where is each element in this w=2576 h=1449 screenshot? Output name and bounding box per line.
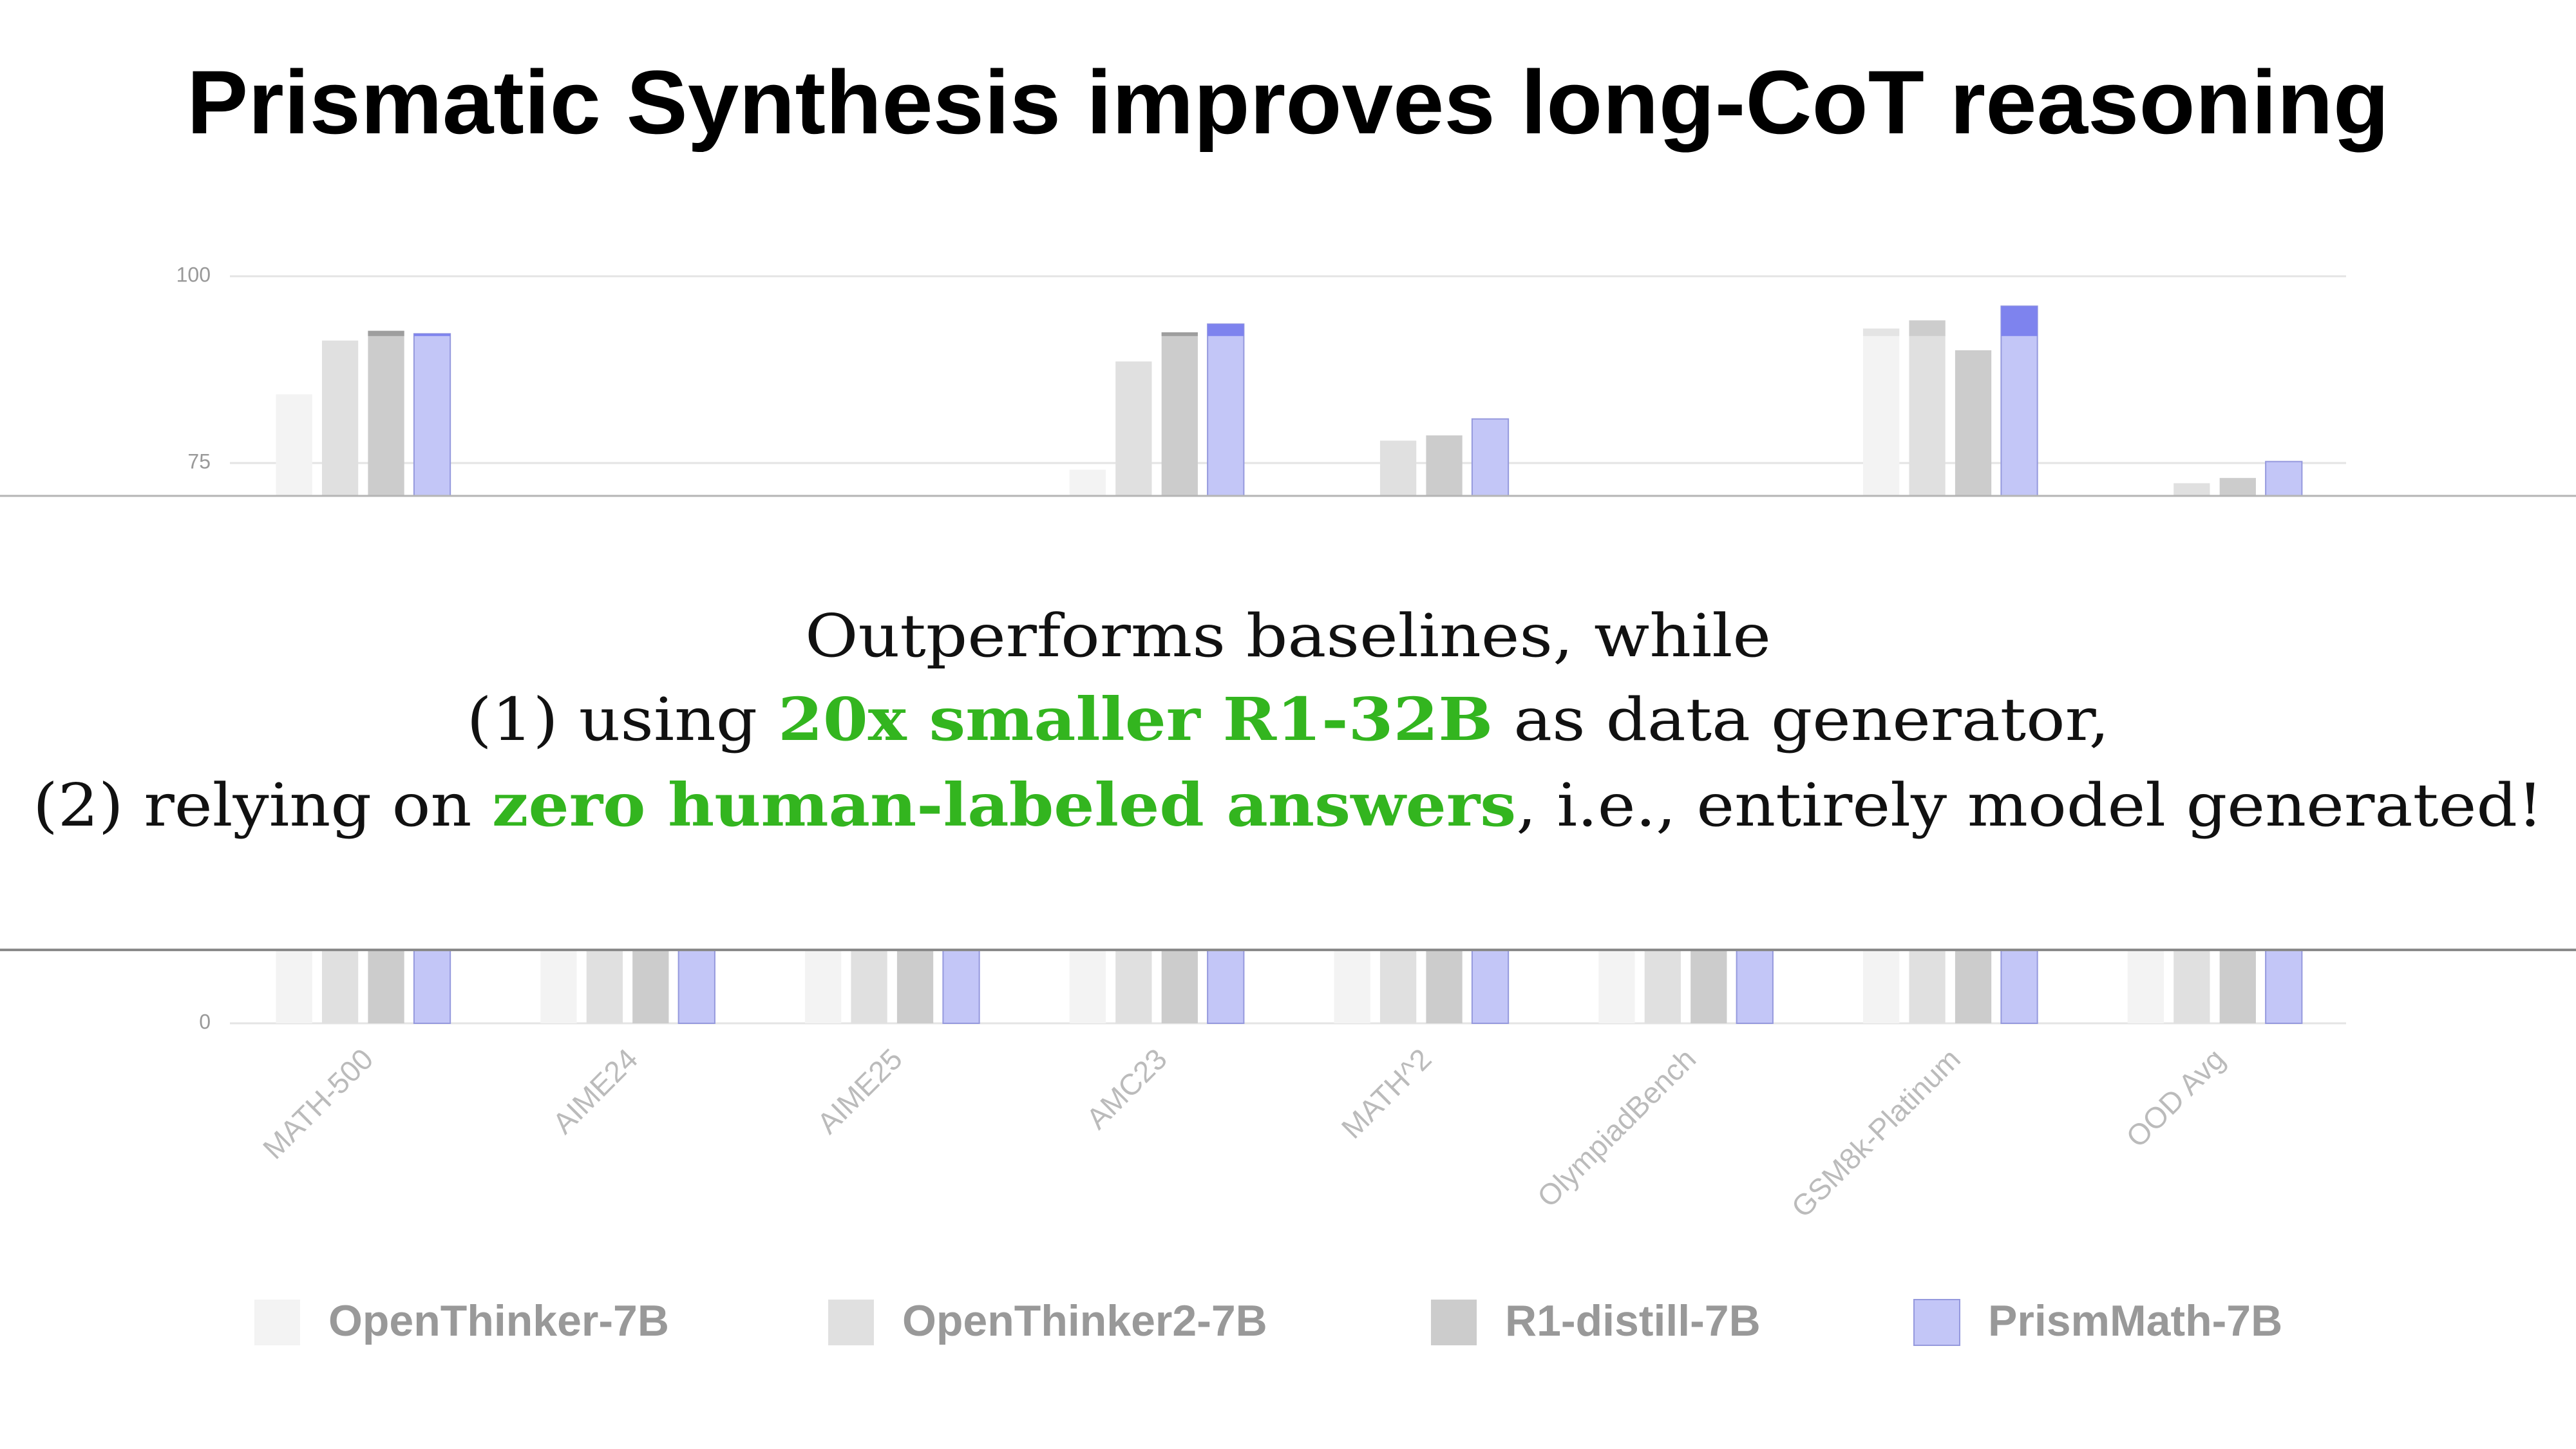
- overlay-text: Outperforms baselines, while: [805, 601, 1771, 670]
- bar-highlight: [1208, 324, 1244, 336]
- legend-label: PrismMath-7B: [1988, 1296, 2282, 1345]
- y-tick-label: 100: [176, 263, 211, 286]
- bar-highlight: [1909, 320, 1946, 336]
- y-tick-label: 0: [199, 1010, 211, 1033]
- overlay: Outperforms baselines, while (1) using 20…: [0, 495, 2576, 951]
- legend-swatch: [254, 1300, 300, 1345]
- overlay-text: (2) relying on: [33, 771, 492, 840]
- overlay-line: (1) using 20x smaller R1-32B as data gen…: [467, 685, 2110, 754]
- highlight-text: 20x smaller R1-32B: [778, 685, 1493, 754]
- overlay-text: as data generator,: [1493, 685, 2109, 754]
- legend-swatch: [1431, 1300, 1477, 1345]
- legend-label: OpenThinker2-7B: [902, 1296, 1267, 1345]
- bar-highlight: [368, 330, 404, 336]
- legend-label: R1-distill-7B: [1505, 1296, 1761, 1345]
- bar-highlight: [413, 334, 451, 336]
- overlay-line: (2) relying on zero human-labeled answer…: [33, 770, 2543, 840]
- y-tick-label: 75: [187, 450, 211, 473]
- overlay-text: , i.e., entirely model generated!: [1516, 771, 2543, 840]
- legend-swatch: [1913, 1299, 1960, 1346]
- legend-label: OpenThinker-7B: [328, 1296, 669, 1345]
- overlay-text: (1) using: [467, 685, 778, 754]
- bar-highlight: [2001, 306, 2038, 336]
- legend: OpenThinker-7B OpenThinker2-7B R1-distill-…: [254, 1296, 2282, 1346]
- slide-title: Prismatic Synthesis improves long-CoT re…: [187, 52, 2389, 153]
- overlay-line: Outperforms baselines, while: [805, 601, 1771, 670]
- bar-highlight: [1862, 328, 1900, 336]
- bar-highlight: [1161, 332, 1198, 336]
- legend-swatch: [828, 1300, 874, 1345]
- highlight-text: zero human-labeled answers: [492, 770, 1516, 840]
- overlay-box: [0, 496, 2576, 950]
